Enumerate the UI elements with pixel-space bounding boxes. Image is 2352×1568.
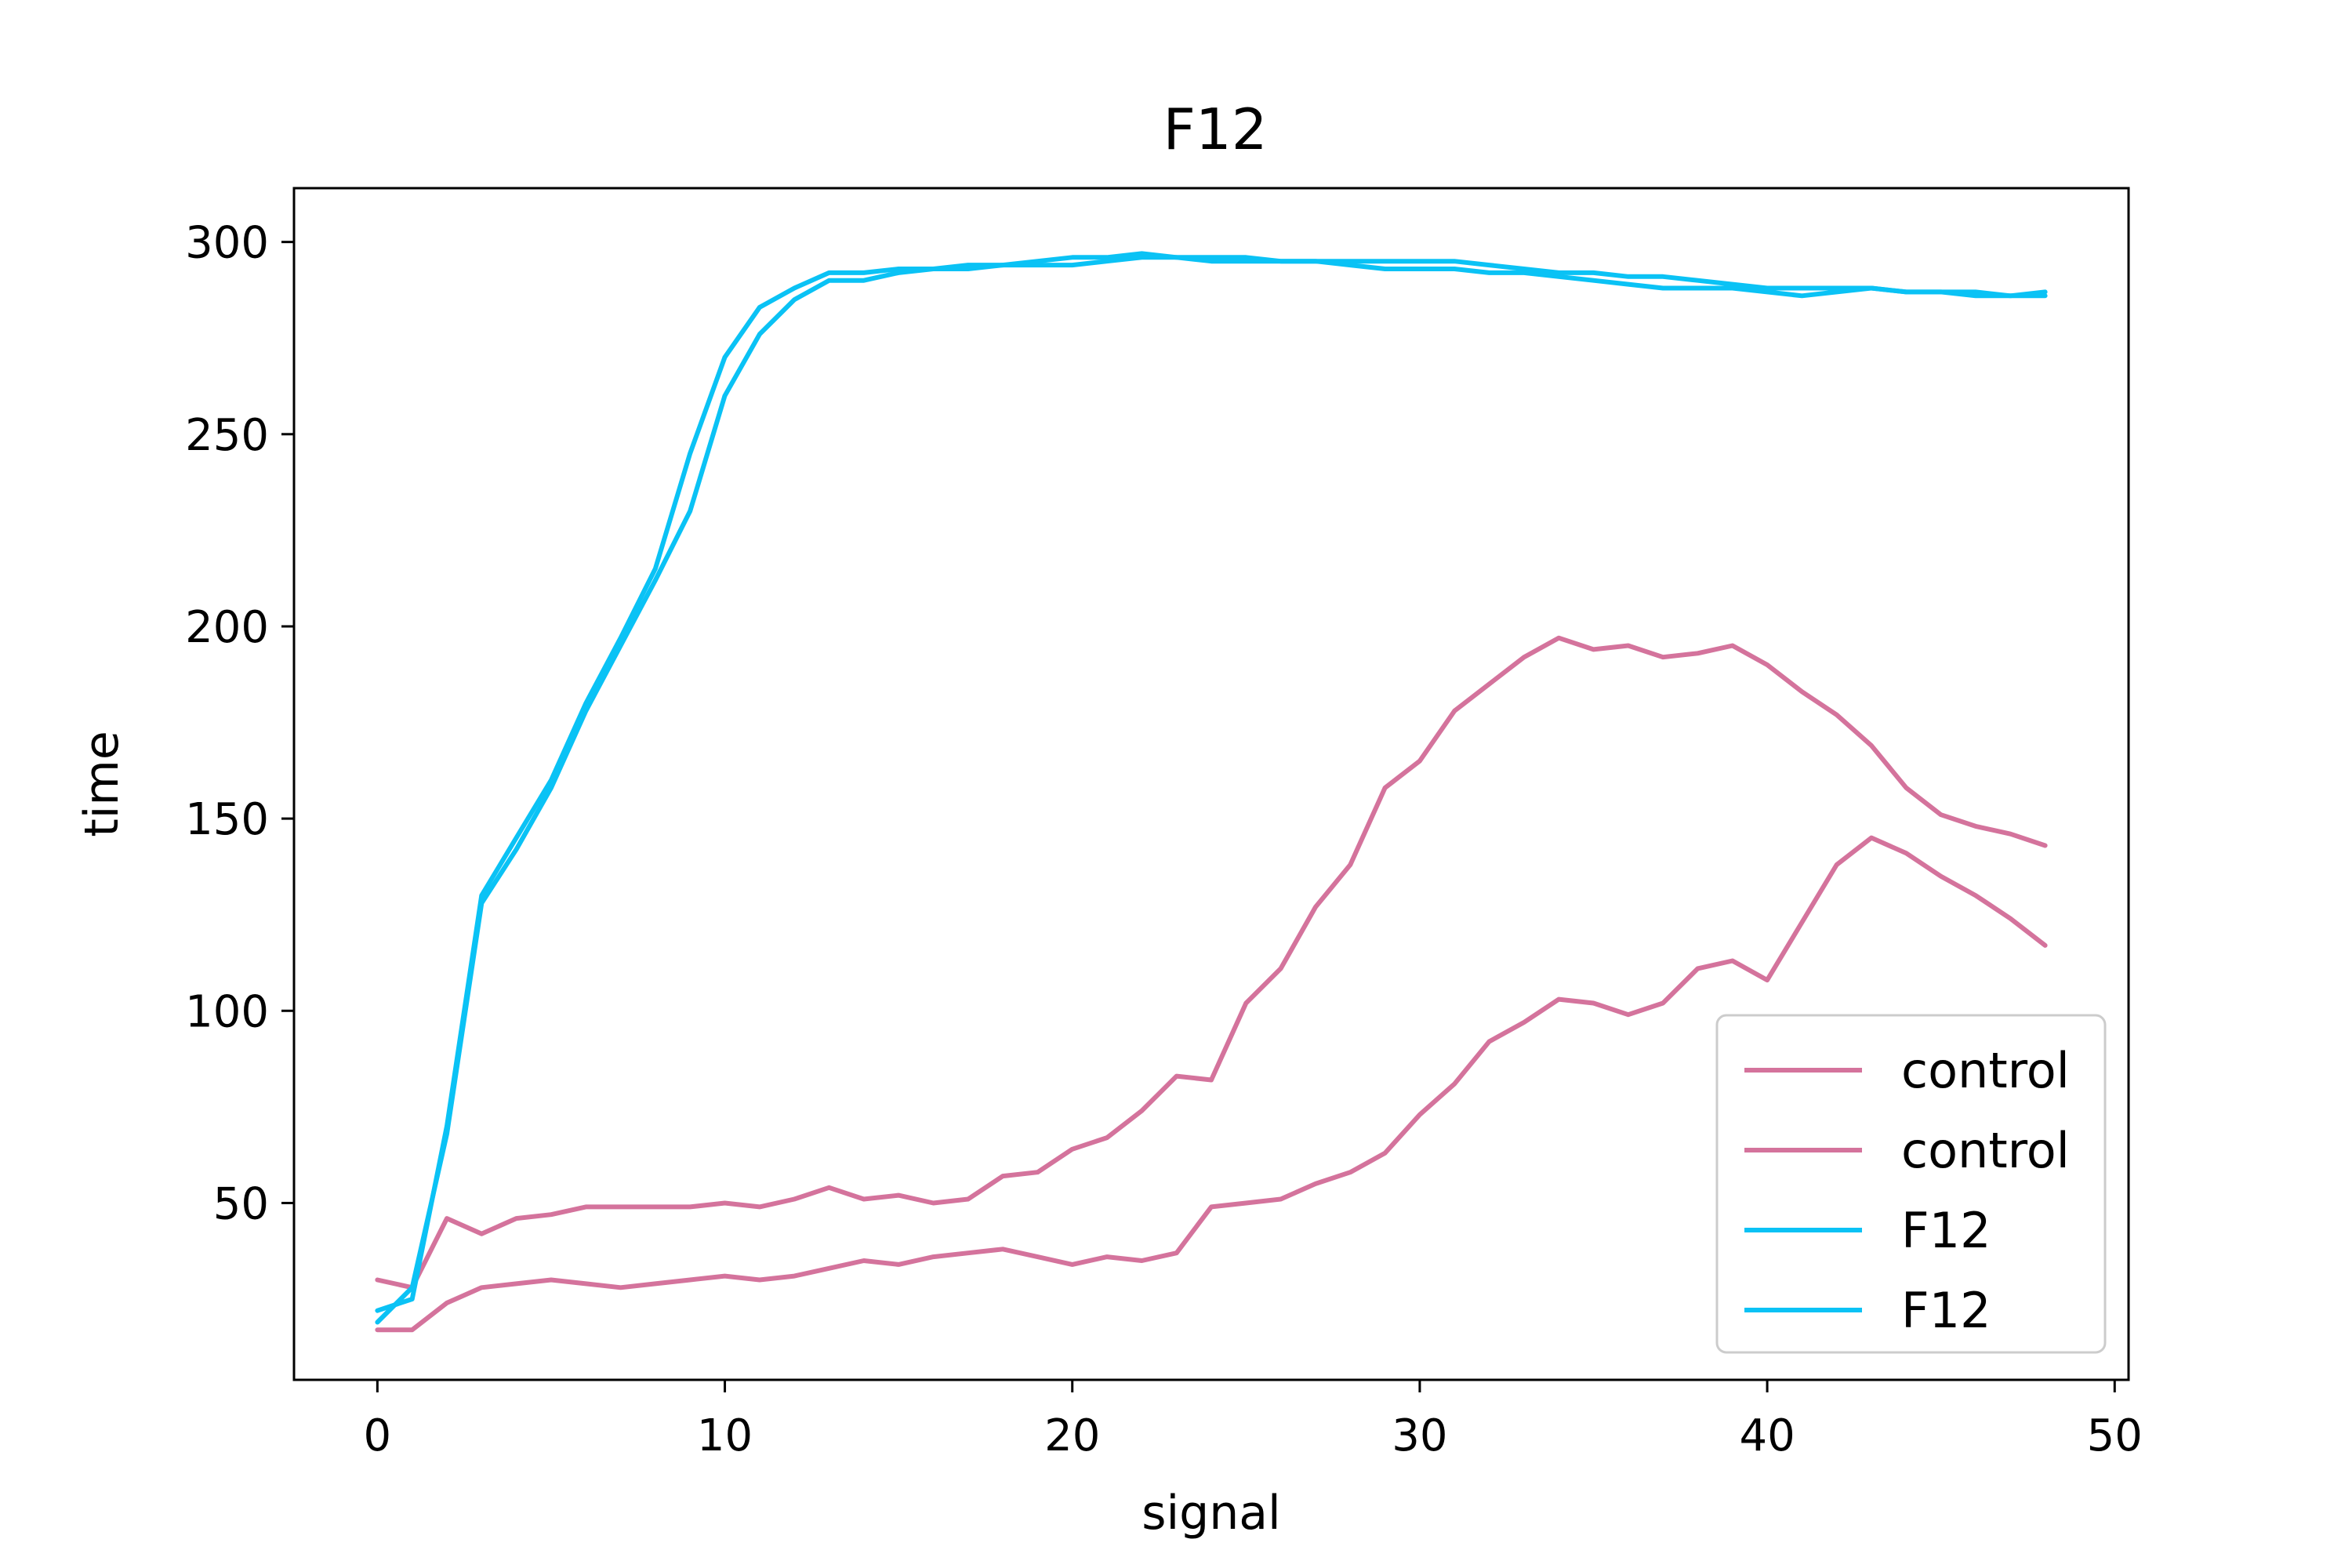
x-tick-label: 40 xyxy=(1739,1410,1795,1461)
y-tick-label: 100 xyxy=(185,986,269,1037)
x-axis-label: signal xyxy=(1142,1486,1280,1541)
plot-lines xyxy=(375,251,2048,1333)
x-tick-label: 0 xyxy=(364,1410,392,1461)
y-tick-label: 50 xyxy=(213,1178,269,1229)
x-tick-label: 50 xyxy=(2087,1410,2143,1461)
legend-label-f12-4: F12 xyxy=(1901,1282,1991,1339)
x-tick-label: 20 xyxy=(1044,1410,1100,1461)
plot-frame xyxy=(292,187,2130,1381)
x-axis: 0 10 20 30 40 50 xyxy=(364,1380,2143,1461)
x-tick-label: 10 xyxy=(697,1410,753,1461)
legend-label-control-1: control xyxy=(1901,1042,2070,1099)
series-line-f12-3 xyxy=(375,255,2048,1313)
y-axis: 50 100 150 200 250 300 xyxy=(185,218,294,1229)
y-axis-label: time xyxy=(74,731,129,837)
legend-box xyxy=(1715,1014,2107,1354)
y-tick-label: 250 xyxy=(185,410,269,461)
legend-label-control-2: control xyxy=(1901,1122,2070,1179)
series-line-f12-4 xyxy=(375,251,2048,1325)
series-line-control-2 xyxy=(375,835,2048,1333)
legend-label-f12-3: F12 xyxy=(1901,1202,1991,1259)
y-tick-label: 300 xyxy=(185,218,269,269)
y-tick-label: 200 xyxy=(185,602,269,653)
chart-title: F12 xyxy=(1163,96,1267,162)
y-tick-label: 150 xyxy=(185,794,269,845)
x-tick-label: 30 xyxy=(1392,1410,1447,1461)
legend: control control F12 F12 xyxy=(1715,1014,2107,1354)
series-line-control-1 xyxy=(375,635,2048,1290)
